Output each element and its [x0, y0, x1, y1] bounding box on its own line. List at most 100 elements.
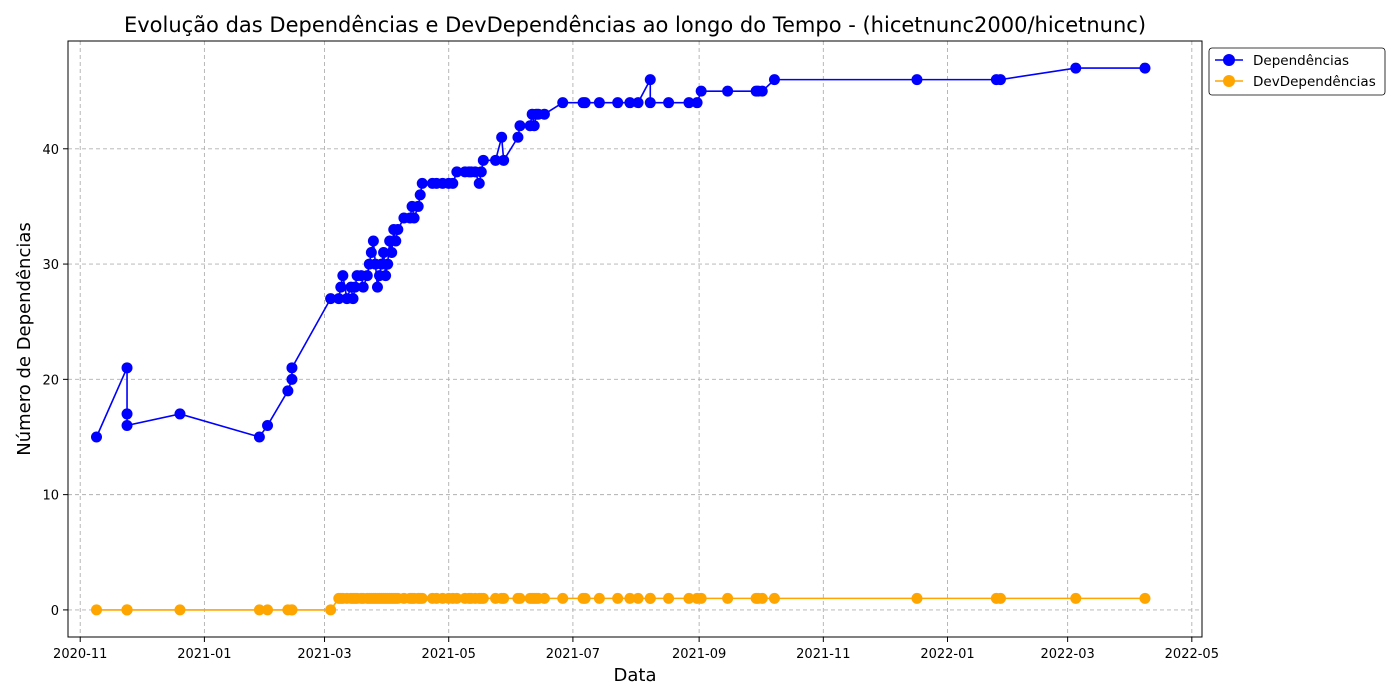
data-point-deps [390, 235, 402, 247]
data-point-deps [683, 97, 695, 109]
data-point-devdeps [768, 592, 780, 604]
data-point-devdeps [174, 604, 186, 616]
data-point-deps [286, 362, 298, 374]
series-layer [91, 62, 1151, 616]
data-point-deps [632, 97, 644, 109]
data-point-deps [386, 247, 398, 259]
data-point-deps [1070, 62, 1082, 74]
data-point-deps [579, 97, 591, 109]
data-point-deps [644, 97, 656, 109]
data-point-deps [412, 200, 424, 212]
data-point-deps [695, 85, 707, 97]
data-point-deps [528, 120, 540, 132]
data-point-devdeps [416, 592, 428, 604]
data-point-deps [593, 97, 605, 109]
data-point-deps [612, 97, 624, 109]
data-point-devdeps [722, 592, 734, 604]
data-point-deps [477, 154, 489, 166]
data-point-deps [691, 97, 703, 109]
data-point-deps [335, 281, 347, 293]
legend: Dependências DevDependências [1208, 47, 1386, 96]
data-point-devdeps [121, 604, 133, 616]
data-point-deps [262, 419, 274, 431]
data-point-deps [498, 154, 510, 166]
data-point-deps [367, 235, 379, 247]
x-axis: 2020-11 2021-01 2021-03 2021-05 2021-07 2021-… [53, 637, 1219, 662]
data-point-devdeps [557, 592, 569, 604]
data-point-devdeps [477, 592, 489, 604]
data-point-deps [347, 293, 359, 305]
data-point-deps [473, 177, 485, 189]
x-tick-label: 2021-07 [546, 647, 600, 662]
grid [68, 41, 1202, 637]
data-point-devdeps [663, 592, 675, 604]
x-tick-label: 2021-03 [297, 647, 351, 662]
y-tick-label: 40 [42, 143, 59, 158]
data-point-deps [496, 131, 508, 143]
data-point-deps [349, 281, 361, 293]
data-point-devdeps [91, 604, 102, 616]
data-point-deps [408, 212, 420, 224]
data-point-devdeps [579, 592, 591, 604]
y-axis: 0 10 20 30 40 [42, 143, 68, 619]
data-point-deps [414, 189, 426, 201]
data-point-deps [994, 74, 1006, 86]
data-point-devdeps [325, 604, 337, 616]
data-point-devdeps [644, 592, 656, 604]
legend-marker-deps [1223, 54, 1235, 66]
data-point-deps [451, 166, 463, 178]
data-point-devdeps [253, 604, 265, 616]
x-tick-label: 2021-11 [796, 647, 850, 662]
data-point-devdeps [624, 592, 636, 604]
y-tick-label: 10 [42, 489, 59, 504]
data-point-deps [663, 97, 675, 109]
series-line-deps [95, 67, 1145, 438]
data-point-devdeps [612, 592, 624, 604]
x-axis-title: Data [614, 665, 657, 686]
data-point-deps [357, 281, 369, 293]
data-point-devdeps [498, 592, 510, 604]
data-point-deps [382, 258, 394, 270]
data-point-devdeps [695, 592, 707, 604]
data-point-devdeps [262, 604, 274, 616]
data-point-deps [325, 293, 337, 305]
data-point-devdeps [911, 592, 923, 604]
legend-label-devdeps: DevDependências [1253, 74, 1376, 90]
y-tick-label: 0 [51, 604, 59, 619]
data-point-deps [174, 408, 186, 420]
data-point-deps [722, 85, 734, 97]
data-point-deps [121, 408, 133, 420]
data-point-deps [1139, 62, 1151, 74]
data-point-devdeps [1070, 592, 1082, 604]
x-tick-label: 2021-01 [177, 647, 231, 662]
data-point-devdeps [683, 592, 695, 604]
data-point-deps [490, 154, 502, 166]
data-point-deps [337, 270, 349, 282]
data-point-deps [361, 270, 373, 282]
data-point-deps [416, 177, 428, 189]
data-point-deps [644, 74, 656, 86]
data-point-deps [333, 293, 345, 305]
data-point-deps [91, 431, 102, 443]
data-point-deps [378, 247, 390, 259]
data-point-devdeps [451, 592, 463, 604]
series-devdeps [91, 592, 1151, 616]
x-tick-label: 2022-03 [1040, 647, 1094, 662]
data-point-deps [624, 97, 636, 109]
plot-frame [67, 40, 1203, 638]
data-point-deps [756, 85, 768, 97]
data-point-deps [475, 166, 487, 178]
data-point-deps [286, 373, 298, 385]
series-deps [91, 62, 1151, 443]
data-point-devdeps [593, 592, 605, 604]
data-point-deps [538, 108, 550, 120]
data-point-deps [365, 247, 377, 259]
data-point-deps [371, 281, 383, 293]
data-point-devdeps [514, 592, 526, 604]
legend-label-deps: Dependências [1253, 53, 1349, 69]
x-tick-label: 2022-05 [1165, 647, 1219, 662]
y-tick-label: 20 [42, 373, 59, 388]
y-tick-label: 30 [42, 258, 59, 273]
data-point-devdeps [538, 592, 550, 604]
